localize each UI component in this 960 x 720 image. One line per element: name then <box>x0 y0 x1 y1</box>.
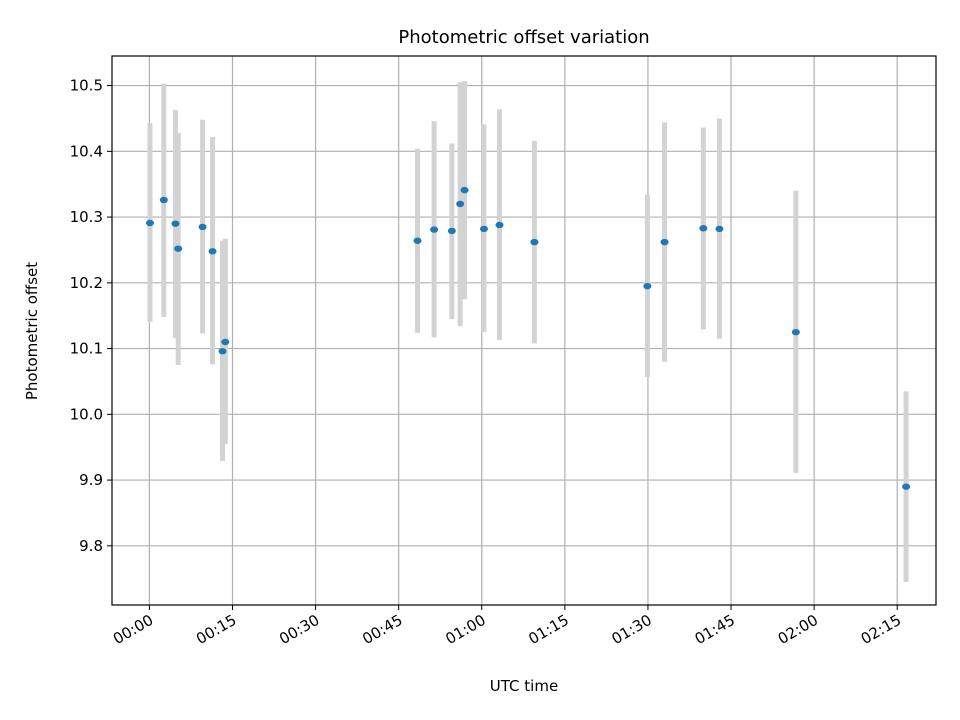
y-tick-label: 9.8 <box>79 537 103 555</box>
data-point <box>447 227 456 235</box>
data-point <box>643 282 652 290</box>
y-tick-label: 10.4 <box>70 142 103 160</box>
y-tick-label: 10.2 <box>70 274 103 292</box>
data-point <box>413 237 422 244</box>
y-axis: 9.8 9.9 10.0 10.1 10.2 10.3 10.4 10.5 <box>70 77 112 555</box>
chart-title: Photometric offset variation <box>398 27 649 48</box>
y-axis-label: Photometric offset <box>23 262 41 400</box>
y-tick-label: 10.0 <box>70 405 103 423</box>
data-point <box>495 221 504 229</box>
y-tick-label: 10.3 <box>70 208 103 226</box>
plot-frame <box>111 55 937 606</box>
data-point <box>715 225 724 233</box>
data-point <box>479 225 488 233</box>
y-tick-label: 9.9 <box>79 471 103 489</box>
x-axis-label: UTC time <box>490 677 558 695</box>
data-point <box>198 223 207 231</box>
data-point <box>902 483 911 490</box>
data-point <box>660 238 669 246</box>
grid-layer <box>112 56 936 605</box>
y-tick-label: 10.1 <box>70 340 103 358</box>
data-point <box>221 338 230 346</box>
point-layer <box>145 186 911 490</box>
data-point <box>145 219 154 227</box>
data-point <box>456 200 465 208</box>
data-point <box>218 348 227 355</box>
data-point <box>530 238 539 246</box>
data-point <box>174 245 183 252</box>
data-point <box>699 225 708 232</box>
data-point <box>171 220 180 227</box>
y-tick-label: 10.5 <box>70 77 103 95</box>
data-point <box>460 186 469 194</box>
data-point <box>791 328 800 336</box>
data-point <box>159 196 168 204</box>
data-point <box>430 226 439 233</box>
data-point <box>208 248 217 255</box>
